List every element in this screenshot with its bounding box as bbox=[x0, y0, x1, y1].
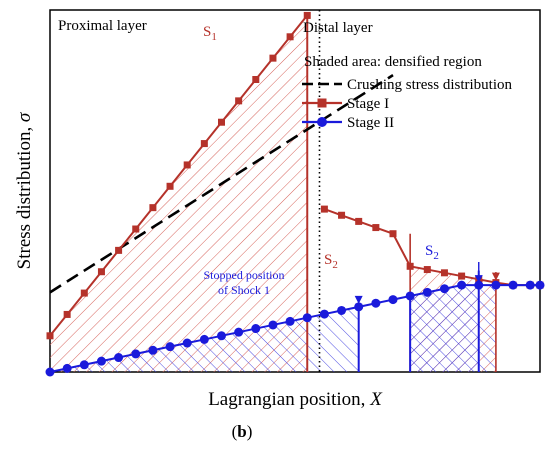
x-axis-label: Lagrangian position, X bbox=[208, 389, 383, 410]
stage-2-point-8 bbox=[182, 338, 192, 348]
stage-2-point-17 bbox=[337, 305, 347, 315]
stage-2-point-28 bbox=[525, 280, 535, 290]
stage-2-point-15 bbox=[302, 313, 312, 323]
stage-1-point-7 bbox=[166, 182, 174, 190]
series-stage-1 bbox=[46, 11, 544, 340]
stage-2-point-18 bbox=[354, 302, 364, 312]
stage-1-point-16 bbox=[320, 205, 328, 213]
stage-2-point-10 bbox=[217, 331, 226, 341]
stage-1-point-10 bbox=[218, 118, 225, 126]
stage-1-point-2 bbox=[80, 289, 88, 297]
stage-2-point-24 bbox=[457, 280, 467, 290]
stage-1-point-8 bbox=[183, 161, 191, 169]
stage-2-point-1 bbox=[62, 363, 72, 373]
legend-label-crushing: Crushing stress distribution bbox=[347, 77, 513, 93]
stage-1-point-18 bbox=[355, 217, 363, 225]
stage-2-point-20 bbox=[388, 295, 398, 305]
stage-2-point-27 bbox=[508, 280, 518, 290]
stage-1-point-6 bbox=[149, 204, 157, 212]
legend: Shaded area: densified region Crushing s… bbox=[302, 54, 513, 131]
s2-stage1-label: S2 bbox=[324, 252, 338, 271]
stage-2-point-5 bbox=[131, 349, 141, 359]
stage-2-point-26 bbox=[491, 280, 501, 290]
arrow-s2-stage-1-head bbox=[491, 272, 500, 281]
stage-2-point-2 bbox=[79, 360, 89, 370]
stage-1-point-3 bbox=[97, 268, 105, 276]
stopped-position-label: Stopped position bbox=[203, 268, 284, 282]
stage-1-point-19 bbox=[372, 224, 380, 232]
stage-2-point-14 bbox=[285, 316, 295, 326]
stage-2-point-19 bbox=[371, 298, 381, 308]
legend-marker-stage-2 bbox=[317, 117, 327, 127]
stage-2-point-3 bbox=[96, 356, 106, 366]
stage-1-point-5 bbox=[132, 225, 140, 233]
annotation-arrows bbox=[354, 262, 500, 304]
legend-label-stage-2: Stage II bbox=[347, 115, 394, 131]
stage-2-point-4 bbox=[114, 353, 124, 363]
stage-2-point-6 bbox=[148, 345, 158, 355]
stage-1-point-15 bbox=[303, 11, 311, 19]
stage-2-point-23 bbox=[439, 284, 449, 294]
stage-1-line-0 bbox=[49, 14, 309, 337]
stage-2-point-0 bbox=[45, 367, 55, 377]
stage-1-point-0 bbox=[46, 332, 54, 340]
series-stage-2 bbox=[45, 280, 545, 377]
legend-title: Shaded area: densified region bbox=[304, 54, 482, 70]
y-axis-label: Stress distribution, σ bbox=[14, 112, 35, 269]
s1-label: S1 bbox=[203, 24, 217, 43]
stage-2-shaded-distal-b bbox=[410, 285, 496, 372]
stopped-position-label-2: of Shock 1 bbox=[218, 283, 270, 297]
stage-1-point-21 bbox=[406, 262, 414, 270]
s2-stage2-label: S2 bbox=[425, 243, 439, 262]
stage-1-point-14 bbox=[286, 33, 294, 41]
panel-label: (b) bbox=[232, 422, 253, 441]
stage-1-point-22 bbox=[423, 266, 431, 274]
stage-2-point-16 bbox=[319, 309, 329, 319]
stage-2-point-9 bbox=[199, 334, 209, 344]
stage-2-point-11 bbox=[234, 327, 244, 337]
stage-2-point-12 bbox=[251, 324, 261, 334]
arrow-stopped-shock-1-head bbox=[354, 295, 363, 304]
crushing-stress-line bbox=[49, 74, 394, 294]
legend-label-stage-1: Stage I bbox=[347, 96, 389, 112]
stage-1-point-9 bbox=[200, 140, 208, 148]
legend-marker-stage-1 bbox=[317, 98, 327, 108]
stage-2-point-13 bbox=[268, 320, 278, 330]
stage-1-point-13 bbox=[269, 54, 277, 62]
stage-2-point-7 bbox=[165, 342, 175, 352]
stage-1-point-1 bbox=[63, 310, 71, 318]
stage-1-point-11 bbox=[235, 97, 243, 105]
stage-1-point-23 bbox=[440, 269, 448, 277]
arrow-s2-stage-2-head bbox=[474, 275, 483, 284]
stage-2-point-29 bbox=[535, 280, 545, 290]
stage-2-point-22 bbox=[422, 287, 432, 297]
stage-1-point-24 bbox=[458, 272, 466, 280]
stage-1-shaded-proximal bbox=[50, 15, 308, 373]
proximal-layer-label: Proximal layer bbox=[58, 18, 147, 34]
stage-1-point-17 bbox=[338, 211, 346, 219]
stage-2-point-25 bbox=[474, 280, 484, 290]
stage-1-point-4 bbox=[115, 246, 123, 254]
stage-2-point-21 bbox=[405, 291, 415, 301]
stage-1-point-12 bbox=[252, 76, 260, 84]
distal-layer-label: Distal layer bbox=[303, 20, 373, 36]
stage-1-point-20 bbox=[389, 230, 397, 238]
